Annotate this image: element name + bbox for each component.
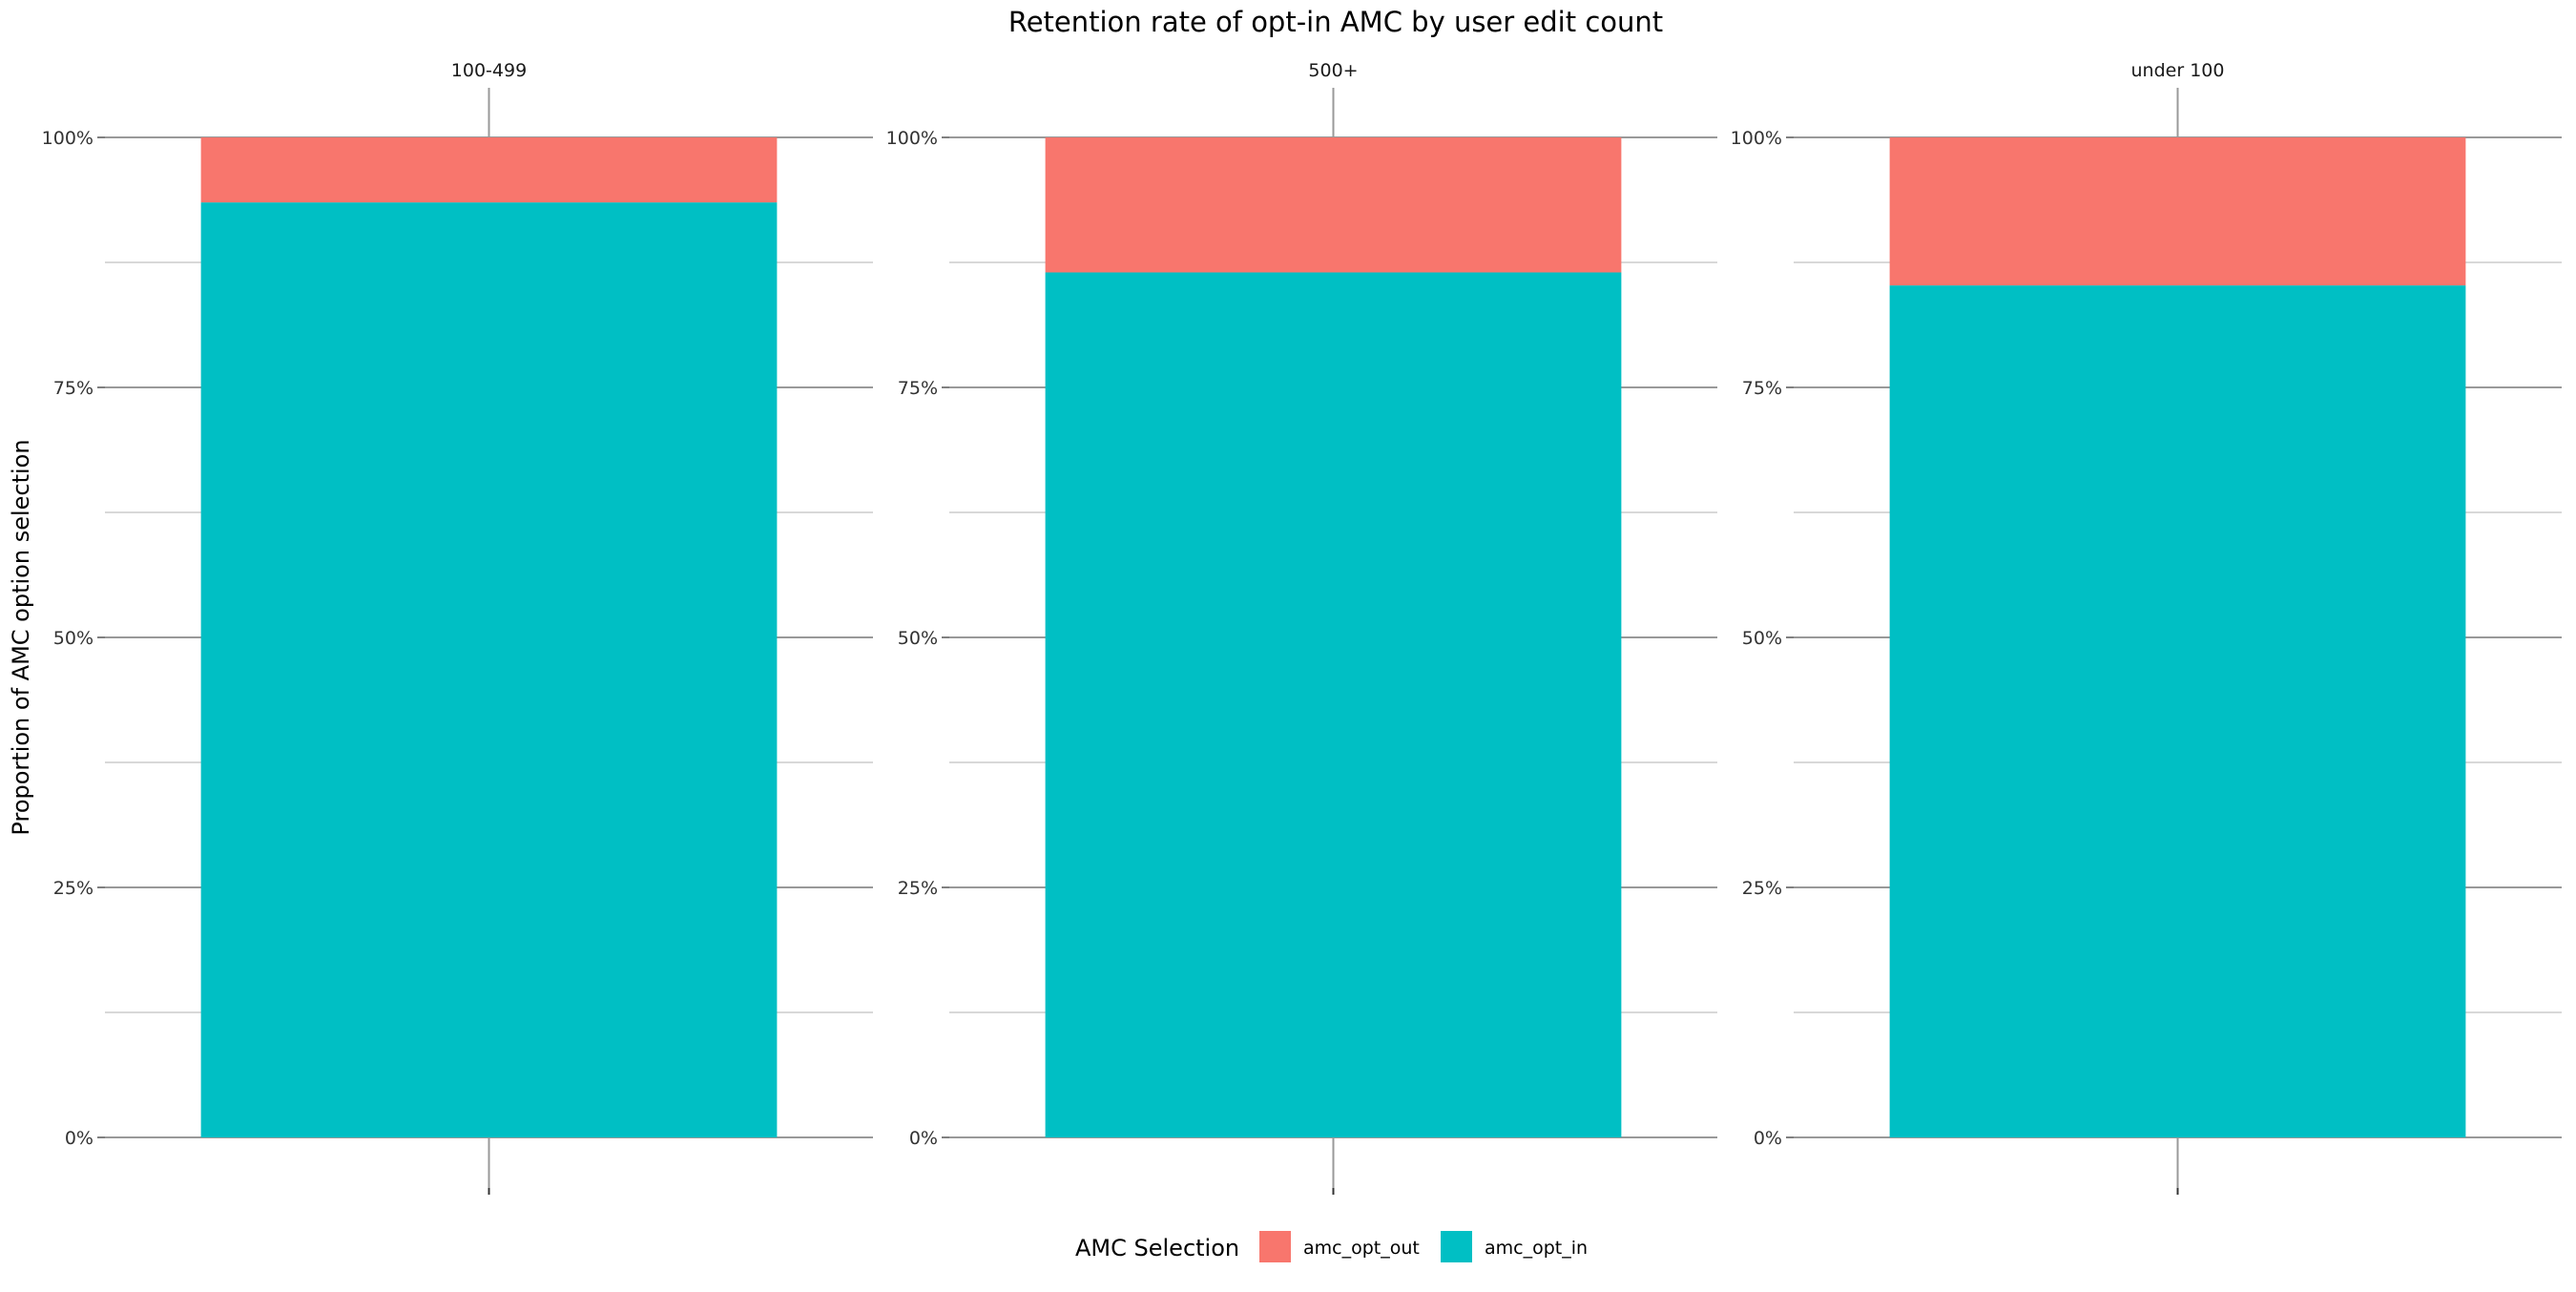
legend-swatch-amc_opt_in — [1441, 1231, 1472, 1262]
y-tick-label: 100% — [42, 128, 93, 149]
y-tick-label: 25% — [53, 878, 93, 899]
y-tick-label: 75% — [898, 378, 938, 399]
y-tick-label: 0% — [65, 1128, 93, 1149]
facet-label: 500+ — [1308, 60, 1358, 81]
bar-segment-amc_opt_out[interactable] — [1045, 137, 1622, 273]
legend-swatch-amc_opt_out — [1259, 1231, 1291, 1262]
legend-label: amc_opt_out — [1303, 1238, 1420, 1259]
bar-segment-amc_opt_in[interactable] — [1045, 272, 1622, 1138]
y-tick-label: 0% — [909, 1128, 938, 1149]
bar-segment-amc_opt_out[interactable] — [1889, 137, 2466, 286]
bar-segment-amc_opt_in[interactable] — [200, 202, 778, 1137]
bar-segment-amc_opt_out[interactable] — [200, 137, 778, 203]
y-tick-label: 50% — [1742, 628, 1782, 649]
chart-title: Retention rate of opt-in AMC by user edi… — [1008, 6, 1663, 38]
y-tick-label: 100% — [886, 128, 938, 149]
facet-label: 100-499 — [451, 60, 527, 81]
legend-title: AMC Selection — [1075, 1235, 1239, 1261]
y-tick-label: 75% — [1742, 378, 1782, 399]
bar-segment-amc_opt_in[interactable] — [1889, 285, 2466, 1137]
y-tick-label: 0% — [1754, 1128, 1782, 1149]
y-tick-label: 25% — [898, 878, 938, 899]
y-tick-label: 100% — [1731, 128, 1782, 149]
y-axis-label: Proportion of AMC option selection — [8, 439, 34, 835]
y-tick-label: 25% — [1742, 878, 1782, 899]
y-tick-label: 75% — [53, 378, 93, 399]
facet-label: under 100 — [2131, 60, 2225, 81]
legend-label: amc_opt_in — [1485, 1238, 1588, 1259]
y-tick-label: 50% — [898, 628, 938, 649]
y-tick-label: 50% — [53, 628, 93, 649]
